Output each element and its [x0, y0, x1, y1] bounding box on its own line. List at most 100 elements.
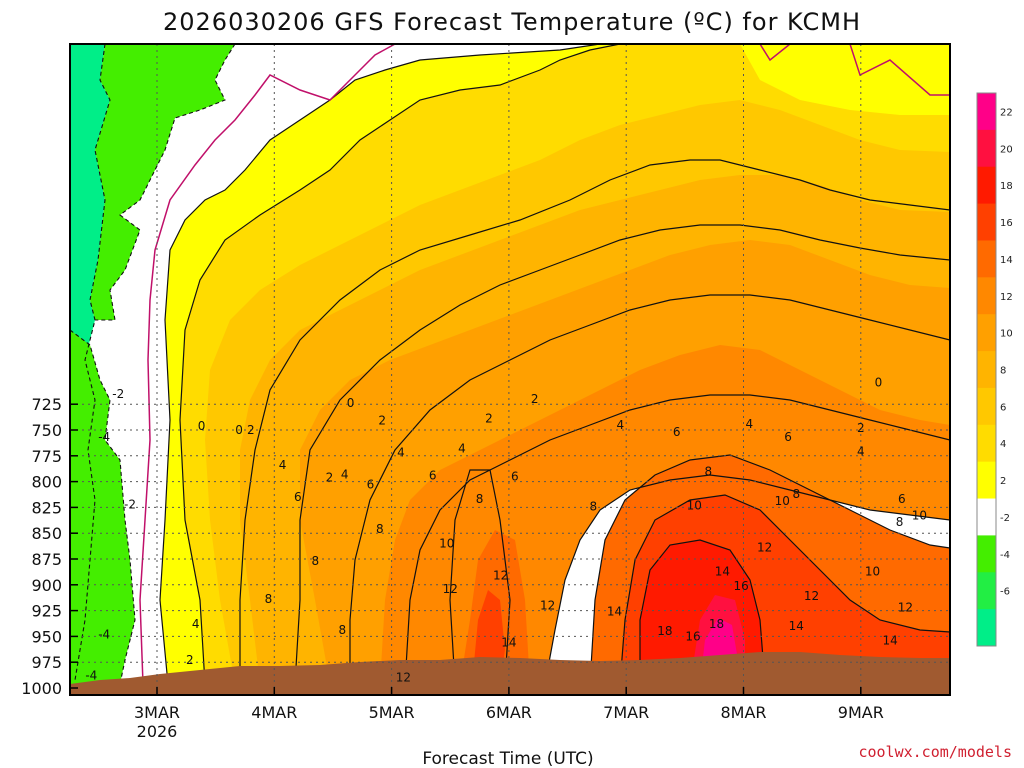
- contour-label: 6: [511, 469, 519, 483]
- contour-line-minus-2: [70, 44, 236, 685]
- colorbar-swatch: [977, 535, 996, 573]
- colorbar-frame: [976, 92, 997, 647]
- contour-label: 8: [704, 464, 712, 478]
- band-6-light-orange: [205, 100, 950, 684]
- x-tick-label: 6MAR: [486, 703, 532, 722]
- y-tick-label: 825: [31, 498, 62, 517]
- colorbar-swatch: [977, 314, 996, 352]
- y-tick-label: 850: [31, 524, 62, 543]
- contour-label: 14: [789, 619, 804, 633]
- colorbar-swatch: [977, 203, 996, 241]
- contour-label: 0: [875, 376, 883, 390]
- colorbar-label: 10: [1000, 329, 1013, 340]
- contour-label: 4: [279, 458, 287, 472]
- contour-label: 0: [235, 423, 243, 437]
- plot-frame: [69, 43, 951, 696]
- colorbar-label: 16: [1000, 218, 1013, 229]
- contour-label: 8: [376, 522, 384, 536]
- contour-label: 16: [685, 629, 700, 643]
- x-tick-label: 5MAR: [369, 703, 415, 722]
- contour-label: 8: [265, 592, 273, 606]
- contour-label: 12: [540, 598, 555, 612]
- x-tick-label: 4MAR: [251, 703, 297, 722]
- contour-line-pocket: [449, 469, 511, 685]
- y-axis: 725 750 775 800 825 850 875 900 925 950 975 1000: [21, 395, 78, 698]
- colorbar-swatch: [977, 387, 996, 426]
- contour-line-zero: [139, 44, 950, 685]
- colorbar-swatch: [977, 277, 996, 315]
- contour-line-2: [159, 44, 601, 685]
- colorbar-label: 4: [1000, 439, 1006, 450]
- contour-label: 12: [443, 582, 458, 596]
- contour-label: 10: [912, 509, 927, 523]
- contour-label: 2: [326, 470, 334, 484]
- chart-title: 2026030206 GFS Forecast Temperature (ºC)…: [163, 8, 861, 36]
- contour-label: 14: [501, 636, 516, 650]
- contour-label: 2: [485, 412, 493, 426]
- contour-label: 6: [367, 478, 375, 492]
- contour-line-10: [404, 394, 950, 685]
- colorbar-swatch: [977, 461, 996, 500]
- colorbar-swatch: [977, 93, 996, 131]
- contour-label: 8: [792, 487, 800, 501]
- colorbar-label: 18: [1000, 181, 1013, 192]
- band-8-orange: [240, 175, 950, 684]
- contour-line-18: [639, 539, 766, 685]
- contour-label: 8: [896, 515, 904, 529]
- contour-label: 6: [898, 492, 906, 506]
- x-tick-label: 8MAR: [720, 703, 766, 722]
- contour-label: 8: [339, 623, 347, 637]
- contour-line-14: [589, 454, 950, 685]
- contour-line-16: [619, 494, 950, 685]
- colorbar-label: -6: [1000, 587, 1010, 598]
- contour-label: 4: [397, 446, 405, 460]
- colorbar-swatch: [977, 609, 996, 647]
- colorbar-label: 8: [1000, 366, 1006, 377]
- y-tick-label: 900: [31, 576, 62, 595]
- y-tick-label: 925: [31, 602, 62, 621]
- contour-label: 2: [378, 414, 386, 428]
- x-tick-year-label: 2026: [137, 722, 178, 741]
- contour-line-4: [179, 44, 621, 685]
- contour-label: 6: [429, 468, 437, 482]
- contour-label: 16: [734, 579, 749, 593]
- contour-label: 10: [687, 498, 702, 512]
- y-tick-label: 875: [31, 550, 62, 569]
- y-tick-label: 775: [31, 447, 62, 466]
- contour-label: 2: [857, 421, 865, 435]
- colorbar-label: -2: [1000, 513, 1010, 524]
- freezing-contours: [70, 44, 950, 685]
- contour-label: 6: [673, 425, 681, 439]
- y-tick-label: 750: [31, 421, 62, 440]
- x-tick-label: 3MAR: [134, 703, 180, 722]
- x-tick-label: 9MAR: [838, 703, 884, 722]
- contour-lines: [159, 44, 950, 685]
- colorbar-label: 2: [1000, 476, 1006, 487]
- contour-line-8: [349, 294, 950, 684]
- contour-label: 2: [247, 423, 255, 437]
- colorbar-label: 6: [1000, 402, 1006, 413]
- colorbar: 22 20 18 16 14 12 10 8 6 4 2 -2 -4 -6: [976, 92, 1013, 647]
- contour-label: 8: [312, 554, 320, 568]
- contour-label: 10: [865, 564, 880, 578]
- x-axis-title: Forecast Time (UTC): [422, 749, 593, 768]
- colorbar-swatch: [977, 572, 996, 610]
- contour-label: 10: [439, 537, 454, 551]
- contour-label: -2: [124, 497, 136, 511]
- contour-label: 8: [590, 499, 598, 513]
- colorbar-label: 12: [1000, 292, 1013, 303]
- contour-label: 6: [294, 490, 302, 504]
- contour-label: 0: [347, 396, 355, 410]
- colorbar-swatch: [977, 166, 996, 205]
- contour-label: 2: [186, 653, 194, 667]
- contour-label: 2: [531, 392, 539, 406]
- band-cold-green-lower: [70, 330, 135, 684]
- contour-label: 14: [715, 564, 730, 578]
- colorbar-swatch: [977, 351, 996, 389]
- colorbar-swatch: [977, 129, 996, 168]
- y-tick-label: 950: [31, 627, 62, 646]
- contour-label: -4: [98, 627, 110, 641]
- contour-label: 12: [396, 671, 411, 685]
- colorbar-label: 22: [1000, 107, 1013, 118]
